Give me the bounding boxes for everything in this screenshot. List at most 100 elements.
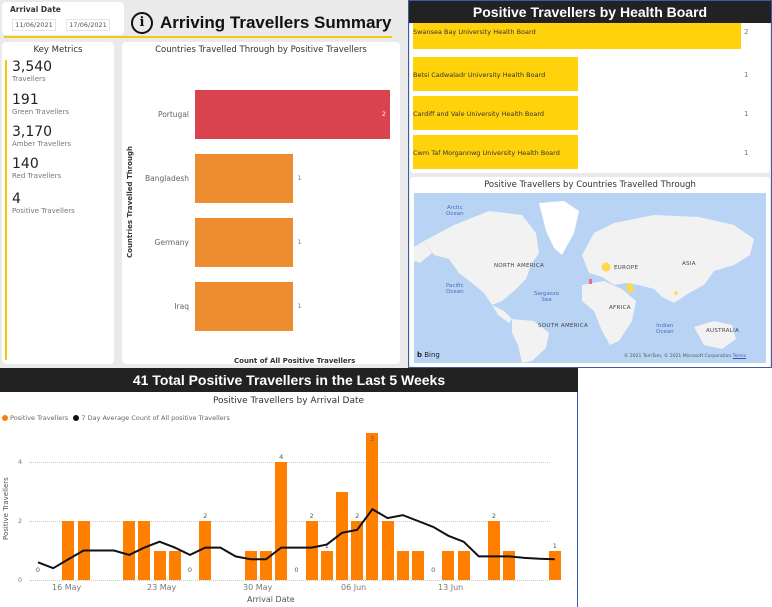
arrival-date-bar[interactable] [336, 491, 348, 580]
country-value: 1 [297, 175, 302, 182]
metric-label: Green Travellers [12, 108, 70, 116]
arrival-date-bar[interactable] [199, 521, 212, 580]
health-board-banner: Positive Travellers by Health Board [409, 1, 771, 23]
metric-label: Amber Travellers [12, 140, 72, 148]
arrival-date-bar[interactable] [488, 521, 500, 580]
arrival-date-bar[interactable] [381, 521, 394, 580]
arrival-date-bar[interactable] [305, 521, 318, 580]
metric-value: 3,170 [12, 124, 53, 140]
arrival-date-bar[interactable] [457, 550, 470, 580]
legend-item-positive[interactable]: Positive Travellers [10, 414, 69, 422]
health-board-bar[interactable] [413, 57, 578, 91]
weekly-banner: 41 Total Positive Travellers in the Last… [0, 368, 578, 392]
arrival-date-bar[interactable] [412, 550, 424, 580]
arrival-date-bar[interactable] [138, 521, 151, 580]
arrival-date-label: Arrival Date [10, 5, 61, 14]
arrival-date-bar[interactable] [123, 521, 136, 580]
country-bar[interactable] [195, 282, 293, 331]
copyright-text: © 2021 TomTom, © 2021 Microsoft Corporat… [624, 354, 732, 359]
metric-label: Red Travellers [12, 172, 62, 180]
weekly-panel: 41 Total Positive Travellers in the Last… [0, 368, 578, 607]
weekly-x-axis-title: Arrival Date [247, 595, 295, 604]
bing-label: Bing [424, 351, 440, 359]
health-board-label: Cardiff and Vale University Health Board [413, 110, 545, 118]
bar-data-label: 2 [355, 512, 360, 520]
legend-black-dot-icon [73, 415, 80, 421]
map-label-australia: AUSTRALIA [706, 328, 740, 334]
country-value: 1 [297, 303, 302, 310]
key-metrics-accent-bar [5, 60, 7, 360]
country-value: 1 [297, 239, 302, 246]
map-label-indian-ocean: Indian Ocean [656, 323, 674, 335]
x-tick-13-jun: 13 Jun [438, 583, 464, 592]
bar-data-label: 0 [187, 566, 193, 574]
x-tick-16-may: 16 May [52, 583, 82, 592]
y-tick-4: 4 [18, 458, 23, 466]
country-value: 2 [382, 111, 386, 118]
bing-logo: b Bing [417, 351, 440, 359]
health-board-bar[interactable] [413, 23, 741, 49]
country-bar[interactable] [195, 218, 293, 267]
legend-item-average[interactable]: 7 Day Average Count of All positive Trav… [81, 414, 230, 422]
bar-data-label: 0 [35, 566, 41, 574]
health-board-value: 2 [744, 28, 749, 36]
y-tick-2: 2 [18, 517, 23, 525]
map-label-pacific-ocean: Pacific Ocean [446, 283, 464, 295]
metric-value: 4 [12, 191, 21, 207]
bar-data-label: 2 [491, 512, 497, 520]
arrival-date-bar[interactable] [548, 550, 561, 580]
bar-data-label: 5 [370, 434, 375, 443]
arrival-date-bar[interactable] [153, 550, 166, 580]
key-metrics-card: Key Metrics 3,540 Travellers 191 Green T… [2, 42, 114, 364]
arrival-date-bar[interactable] [503, 550, 516, 580]
average-line [37, 507, 555, 570]
countries-chart-title: Countries Travelled Through by Positive … [155, 45, 367, 55]
y-tick-0: 0 [18, 576, 23, 584]
gridline-2 [30, 521, 550, 522]
weekly-chart-title: Positive Travellers by Arrival Date [212, 396, 365, 406]
bing-icon: b [417, 351, 423, 359]
health-board-label: Betsi Cadwaladr University Health Board [413, 71, 546, 79]
arrival-date-bar[interactable] [168, 550, 181, 580]
health-board-bar[interactable] [413, 135, 578, 169]
country-bar[interactable] [195, 90, 390, 139]
metric-value: 3,540 [12, 59, 53, 75]
start-date-input[interactable]: 11/06/2021 [12, 19, 56, 31]
map-label-north-america: NORTH AMERICA [494, 263, 545, 269]
key-metrics-title: Key Metrics [33, 45, 83, 55]
world-map-shapes [414, 201, 754, 363]
arrival-date-bar[interactable] [320, 550, 333, 580]
health-board-bar[interactable] [413, 96, 578, 130]
end-date-input[interactable]: 17/06/2021 [66, 19, 110, 31]
country-bar[interactable] [195, 154, 293, 203]
world-map[interactable]: Arctic Ocean NORTH AMERICA EUROPE ASIA P… [414, 193, 766, 363]
arrival-date-bar[interactable] [442, 550, 455, 580]
arrival-date-bar[interactable] [366, 432, 379, 580]
metric-label: Positive Travellers [12, 207, 75, 215]
arrival-date-bar[interactable] [351, 521, 364, 580]
arrival-date-bar[interactable] [62, 521, 75, 580]
metric-label: Travellers [12, 75, 46, 83]
x-tick-30-may: 30 May [243, 583, 273, 592]
bar-data-label: 2 [309, 512, 314, 520]
map-label-africa: AFRICA [609, 305, 631, 311]
arrival-date-bar[interactable] [396, 550, 409, 580]
terms-link[interactable]: Terms [732, 354, 746, 359]
weekly-legend: Positive Travellers 7 Day Average Count … [2, 414, 230, 422]
country-label: Iraq [174, 302, 189, 311]
map-copyright: © 2021 TomTom, © 2021 Microsoft Corporat… [624, 354, 746, 359]
info-circle-icon[interactable]: i [131, 12, 153, 34]
bar-data-label: 0 [294, 566, 299, 574]
health-board-label: Cwm Taf Morgannwg University Health Boar… [413, 149, 560, 157]
health-board-label: Swansea Bay University Health Board [413, 28, 536, 36]
metric-amber-travellers: 3,170 Amber Travellers [12, 125, 71, 149]
title-divider [4, 36, 392, 38]
map-label-europe: EUROPE [614, 265, 639, 271]
bar-data-label: 2 [203, 512, 208, 520]
map-label-arctic-ocean: Arctic Ocean [446, 205, 464, 217]
bar-data-label: 4 [279, 453, 284, 461]
map-title: Positive Travellers by Countries Travell… [484, 180, 696, 190]
bar-data-label: 1 [552, 541, 557, 550]
metric-value: 140 [12, 156, 39, 172]
gridline-4 [30, 462, 550, 463]
